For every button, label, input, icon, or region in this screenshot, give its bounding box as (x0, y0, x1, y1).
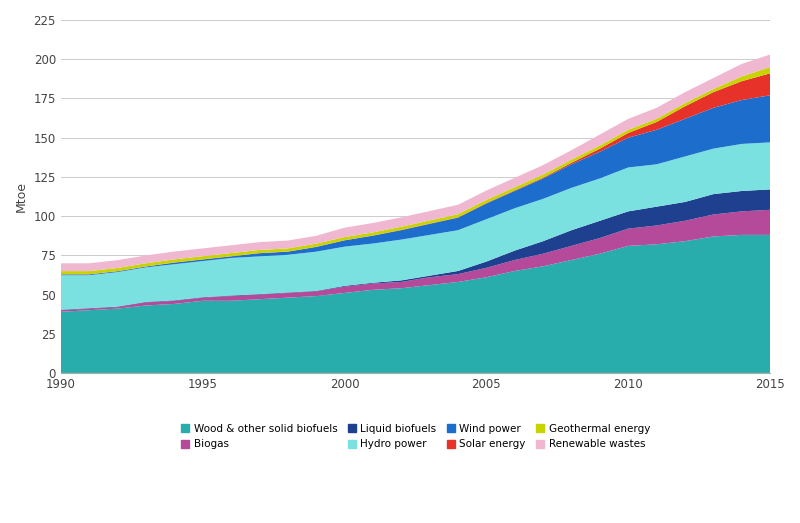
Y-axis label: Mtoe: Mtoe (15, 181, 28, 212)
Legend: Wood & other solid biofuels, Biogas, Liquid biofuels, Hydro power, Wind power, S: Wood & other solid biofuels, Biogas, Liq… (181, 424, 650, 449)
